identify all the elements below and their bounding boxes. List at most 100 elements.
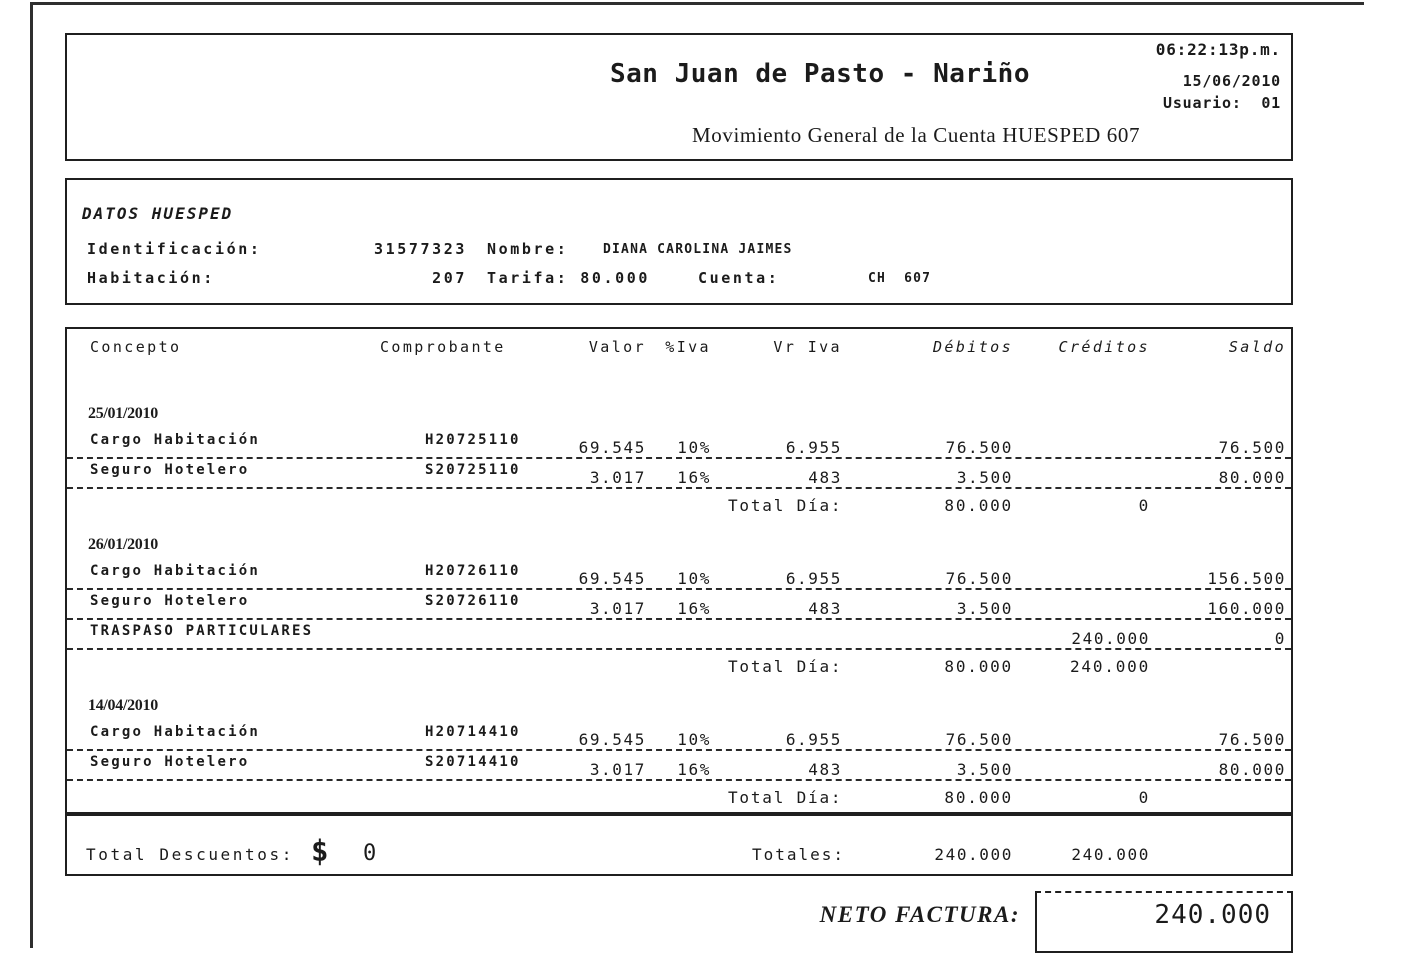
user-value: 01: [1261, 94, 1281, 112]
totales-creditos: 240.000: [1071, 845, 1150, 864]
row-valor: 3.017: [589, 599, 646, 618]
row-iva: 10%: [677, 438, 711, 457]
group-total-creditos: 0: [1138, 496, 1150, 515]
row-saldo: 80.000: [1218, 468, 1286, 487]
table-row: Cargo Habitación H20725110 69.545 10% 6.955 7…: [67, 429, 1291, 459]
guest-info-box: DATOS HUESPED Identificación: 31577323 N…: [65, 178, 1293, 305]
row-concepto: Cargo Habitación: [90, 432, 261, 448]
row-iva: 10%: [677, 569, 711, 588]
row-concepto: TRASPASO PARTICULARES: [90, 623, 314, 639]
user-label: Usuario:: [1163, 94, 1242, 112]
guest-rate-value: 80.000: [580, 269, 650, 287]
row-debitos: 3.500: [956, 468, 1013, 487]
guest-room-value: 207: [432, 269, 467, 287]
table-row: TRASPASO PARTICULARES 240.000 0: [67, 620, 1291, 650]
group-total-row: Total Día: 80.000 240.000: [67, 657, 1291, 681]
page-border-top: [30, 2, 1364, 5]
report-user: Usuario: 01: [1163, 94, 1281, 112]
group-total-label: Total Día:: [728, 788, 843, 807]
row-comprobante: S20725110: [425, 462, 521, 478]
row-vr-iva: 6.955: [785, 438, 842, 457]
row-debitos: 76.500: [945, 569, 1013, 588]
row-saldo: 0: [1274, 629, 1286, 648]
row-debitos: 76.500: [945, 730, 1013, 749]
row-iva: 16%: [677, 599, 711, 618]
group-date: 14/04/2010: [88, 697, 158, 714]
row-valor: 69.545: [578, 730, 646, 749]
row-comprobante: H20725110: [425, 432, 521, 448]
group-total-debitos: 80.000: [944, 657, 1013, 676]
row-vr-iva: 483: [808, 599, 842, 618]
column-header-debitos: Débitos: [932, 338, 1013, 356]
row-valor: 69.545: [578, 569, 646, 588]
row-comprobante: H20714410: [425, 724, 521, 740]
group-total-creditos: 240.000: [1069, 657, 1150, 676]
table-row: Cargo Habitación H20726110 69.545 10% 6.955 7…: [67, 560, 1291, 590]
column-header-comprobante: Comprobante: [380, 338, 506, 356]
group-total-creditos: 0: [1138, 788, 1150, 807]
report-header-box: 06:22:13p.m. San Juan de Pasto - Nariño …: [65, 33, 1293, 161]
report-time: 06:22:13p.m.: [1155, 40, 1281, 59]
guest-id-label: Identificación:: [87, 240, 262, 258]
column-header-iva: %Iva: [665, 338, 711, 356]
group-total-label: Total Día:: [728, 496, 843, 515]
guest-rate-label: Tarifa:: [487, 269, 569, 287]
column-header-concepto: Concepto: [90, 338, 182, 356]
table-row: Seguro Hotelero S20714410 3.017 16% 483 3.500…: [67, 751, 1291, 781]
group-total-debitos: 80.000: [944, 496, 1013, 515]
row-debitos: 3.500: [956, 599, 1013, 618]
neto-factura-box: 240.000: [1035, 891, 1293, 953]
row-debitos: 3.500: [956, 760, 1013, 779]
totales-label: Totales:: [752, 845, 846, 864]
group-total-label: Total Día:: [728, 657, 843, 676]
row-concepto: Cargo Habitación: [90, 563, 261, 579]
row-comprobante: H20726110: [425, 563, 521, 579]
report-date: 15/06/2010: [1182, 72, 1281, 90]
currency-symbol: $: [311, 834, 329, 868]
table-row: Cargo Habitación H20714410 69.545 10% 6.955 7…: [67, 721, 1291, 751]
row-concepto: Cargo Habitación: [90, 724, 261, 740]
row-valor: 69.545: [578, 438, 646, 457]
row-concepto: Seguro Hotelero: [90, 462, 250, 478]
guest-section-title: DATOS HUESPED: [82, 204, 234, 223]
row-saldo: 160.000: [1207, 599, 1286, 618]
row-vr-iva: 483: [808, 468, 842, 487]
row-iva: 16%: [677, 468, 711, 487]
column-header-valor: Valor: [588, 338, 646, 356]
neto-factura-value: 240.000: [1154, 900, 1271, 930]
row-valor: 3.017: [589, 760, 646, 779]
row-saldo: 156.500: [1207, 569, 1286, 588]
totales-debitos: 240.000: [934, 845, 1013, 864]
guest-account-value: CH 607: [868, 271, 932, 286]
row-iva: 10%: [677, 730, 711, 749]
guest-id-value: 31577323: [373, 240, 467, 258]
totals-box: Total Descuentos: $ 0 Totales: 240.000 2…: [65, 814, 1293, 876]
movements-table-box: Concepto Comprobante Valor %Iva Vr Iva D…: [65, 327, 1293, 814]
total-descuentos-value: 0: [363, 841, 377, 866]
row-iva: 16%: [677, 760, 711, 779]
row-saldo: 76.500: [1218, 438, 1286, 457]
row-valor: 3.017: [589, 468, 646, 487]
column-header-vr-iva: Vr Iva: [773, 338, 842, 356]
group-date: 26/01/2010: [88, 536, 158, 553]
row-debitos: 76.500: [945, 438, 1013, 457]
row-creditos: 240.000: [1071, 629, 1150, 648]
neto-factura-label: NETO FACTURA:: [819, 902, 1020, 927]
row-concepto: Seguro Hotelero: [90, 754, 250, 770]
row-saldo: 76.500: [1218, 730, 1286, 749]
page-subtitle: Movimiento General de la Cuenta HUESPED …: [692, 123, 1141, 147]
guest-name-label: Nombre:: [487, 240, 569, 258]
row-concepto: Seguro Hotelero: [90, 593, 250, 609]
group-total-row: Total Día: 80.000 0: [67, 496, 1291, 520]
guest-name-value: DIANA CAROLINA JAIMES: [603, 242, 793, 257]
guest-room-label: Habitación:: [87, 269, 215, 287]
column-header-creditos: Créditos: [1058, 338, 1150, 356]
row-comprobante: S20726110: [425, 593, 521, 609]
table-row: Seguro Hotelero S20726110 3.017 16% 483 3.500…: [67, 590, 1291, 620]
group-total-row: Total Día: 80.000 0: [67, 788, 1291, 812]
table-row: Seguro Hotelero S20725110 3.017 16% 483 3.500…: [67, 459, 1291, 489]
total-descuentos-label: Total Descuentos:: [86, 845, 294, 864]
row-vr-iva: 6.955: [785, 569, 842, 588]
group-total-debitos: 80.000: [944, 788, 1013, 807]
